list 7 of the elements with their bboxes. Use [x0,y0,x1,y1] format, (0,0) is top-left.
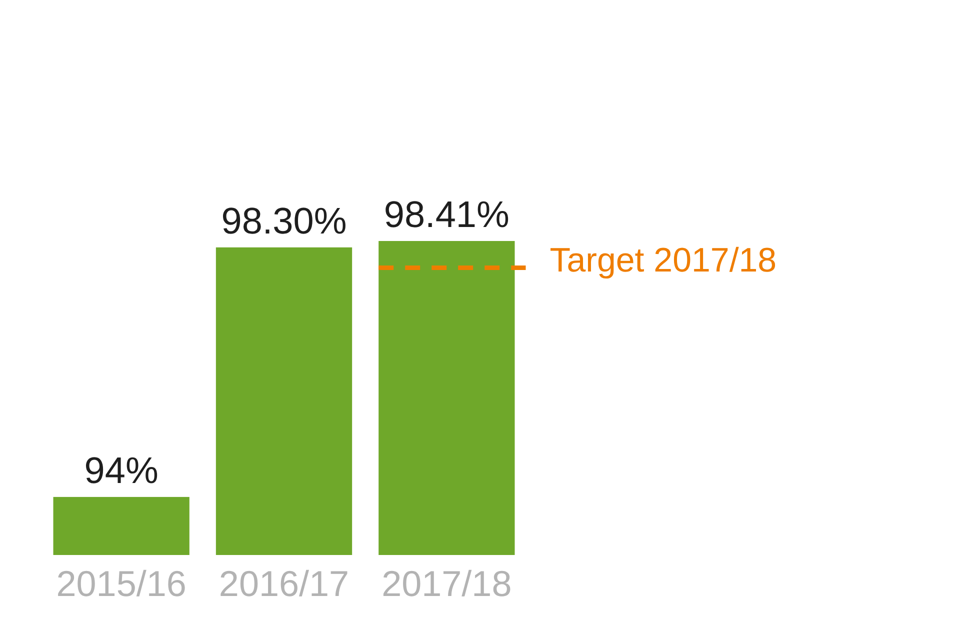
x-tick-label: 2015/16 [56,563,186,604]
data-label: 94% [84,450,158,491]
x-tick-label: 2016/17 [218,563,350,604]
data-label: 98.41% [384,194,510,235]
data-label: 98.30% [221,200,347,242]
ref-line-label: Target 2017/18 [550,242,777,280]
x-tick-label: 2017/18 [382,563,512,604]
